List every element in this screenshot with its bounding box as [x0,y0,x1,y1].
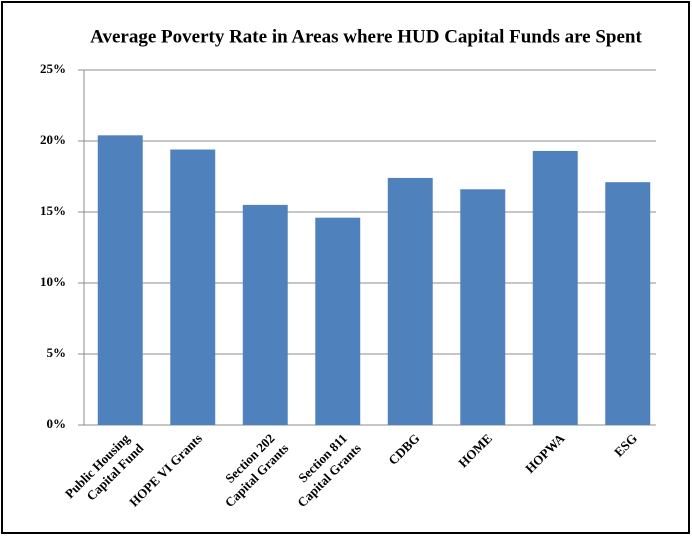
bar [532,150,578,425]
y-tick-label: 15% [40,203,66,218]
bar [170,149,216,425]
bar [387,177,433,425]
bar [242,204,288,425]
bar [315,217,361,425]
bar [605,182,651,425]
bar [460,189,506,425]
y-tick-label: 5% [47,345,67,360]
y-tick-label: 25% [40,61,66,76]
y-tick-label: 0% [47,416,67,431]
y-tick-label: 20% [40,132,66,147]
y-tick-label: 10% [40,274,66,289]
bar [97,135,143,425]
chart-title: Average Poverty Rate in Areas where HUD … [90,26,642,47]
